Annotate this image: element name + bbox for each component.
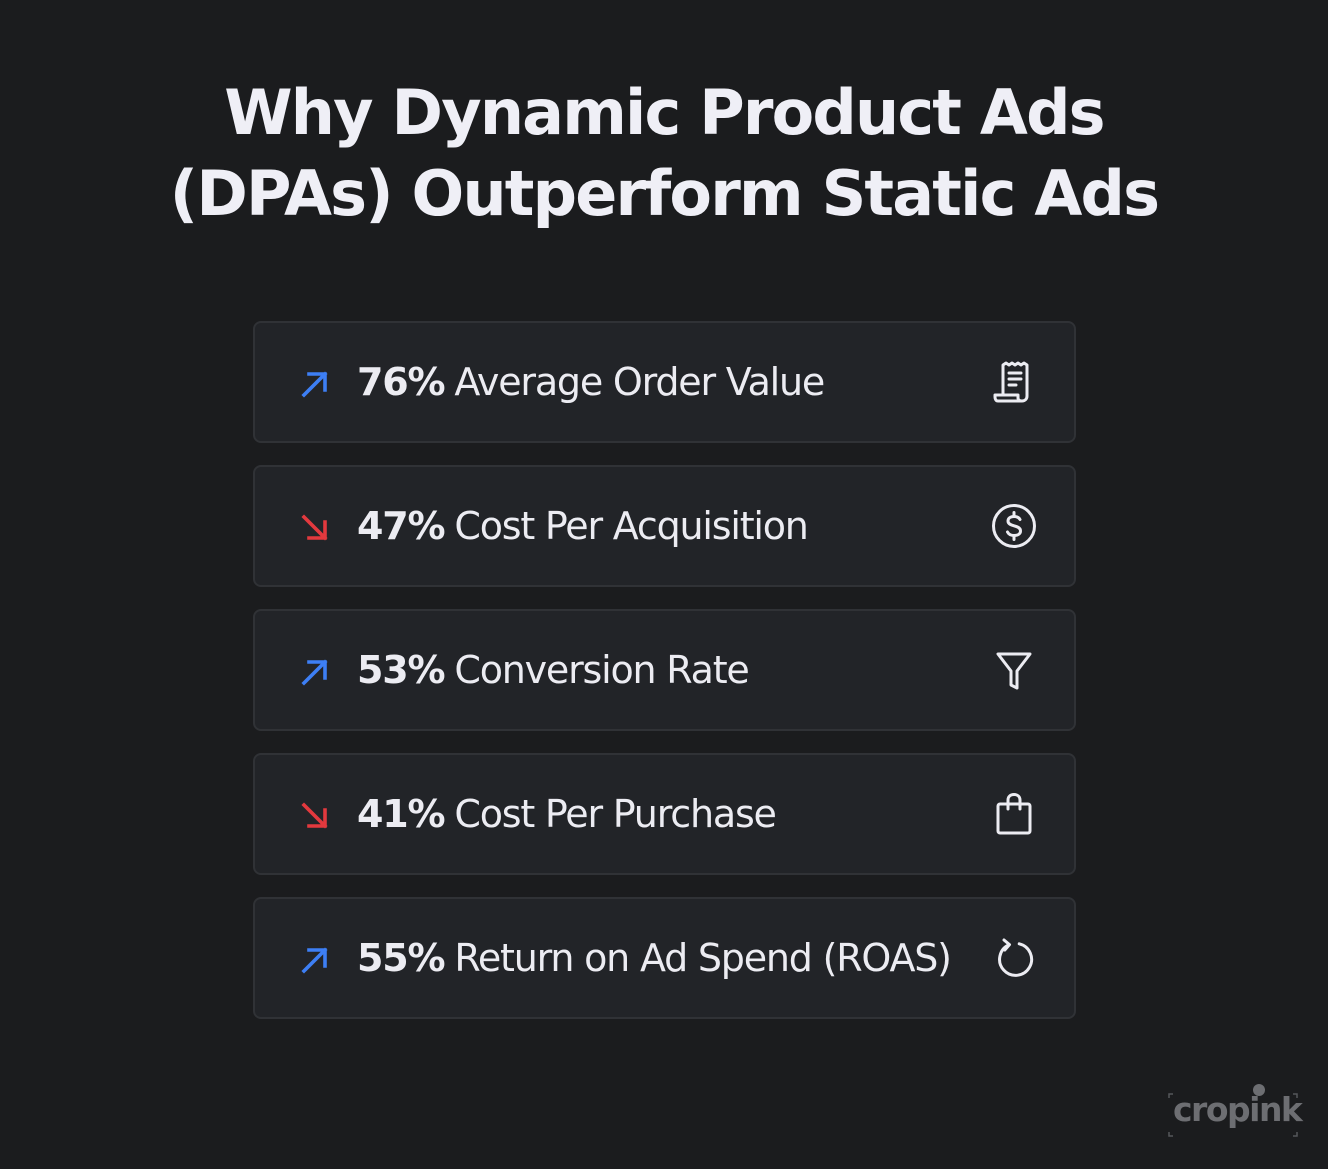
metric-text: 47% Cost Per Acquisition: [357, 467, 809, 585]
metrics-list: 76% Average Order Value 47% Cost Per Acq…: [253, 321, 1076, 1041]
receipt-icon: [993, 361, 1029, 403]
metric-card-conversion-rate: 53% Conversion Rate: [253, 609, 1076, 731]
brand-name: cropink: [1173, 1090, 1303, 1129]
page-title-line-1: Why Dynamic Product Ads: [224, 76, 1105, 149]
metric-card-return-on-ad-spend: 55% Return on Ad Spend (ROAS): [253, 897, 1076, 1019]
metric-label: Average Order Value: [454, 360, 825, 404]
metric-text: 55% Return on Ad Spend (ROAS): [357, 899, 952, 1017]
metric-percent: 41%: [357, 792, 446, 836]
metric-card-cost-per-acquisition: 47% Cost Per Acquisition: [253, 465, 1076, 587]
metric-label: Cost Per Purchase: [454, 792, 777, 836]
metric-percent: 53%: [357, 648, 446, 692]
page-title-line-2: (DPAs) Outperform Static Ads: [169, 157, 1160, 230]
brand-logo: cropink: [1167, 1082, 1303, 1140]
metric-text: 76% Average Order Value: [357, 323, 825, 441]
arrow-down-right-icon: [301, 802, 328, 829]
page-title: Why Dynamic Product Ads (DPAs) Outperfor…: [0, 72, 1328, 234]
metric-text: 41% Cost Per Purchase: [357, 755, 777, 873]
arrow-down-right-icon: [301, 514, 328, 541]
shopping-bag-icon: [996, 793, 1032, 835]
metric-percent: 55%: [357, 936, 446, 980]
dollar-circle-icon: [992, 504, 1036, 548]
arrow-up-right-icon: [301, 659, 328, 686]
funnel-icon: [996, 652, 1032, 690]
metric-card-cost-per-purchase: 41% Cost Per Purchase: [253, 753, 1076, 875]
metric-percent: 76%: [357, 360, 446, 404]
logo-frame-icon: [1168, 1084, 1298, 1137]
metric-label: Return on Ad Spend (ROAS): [454, 936, 952, 980]
metric-card-average-order-value: 76% Average Order Value: [253, 321, 1076, 443]
metric-text: 53% Conversion Rate: [357, 611, 750, 729]
arrow-up-right-icon: [301, 947, 328, 974]
metric-percent: 47%: [357, 504, 446, 548]
metric-label: Cost Per Acquisition: [454, 504, 809, 548]
metric-label: Conversion Rate: [454, 648, 749, 692]
arrow-up-right-icon: [301, 371, 328, 398]
refresh-icon: [998, 938, 1034, 977]
